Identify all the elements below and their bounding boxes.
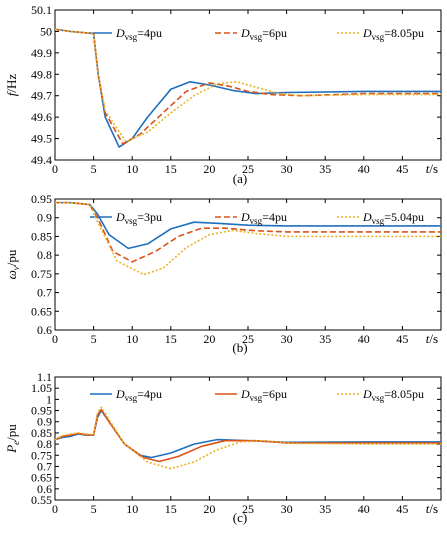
y-tick-label: 0.95 [31, 404, 52, 418]
legend-label: Dvsg=5.04pu [362, 210, 424, 226]
legend-label: Dvsg=4pu [115, 387, 162, 403]
x-tick-label: 10 [126, 502, 138, 516]
x-tick-label: 35 [319, 332, 331, 346]
y-tick-label: 1.05 [31, 381, 52, 395]
y-tick-label: 50 [40, 24, 52, 38]
series-line-1 [54, 409, 441, 459]
x-tick-label: 35 [319, 162, 331, 176]
y-axis-label: ωv/pu [4, 249, 21, 279]
legend-label: Dvsg=3pu [115, 210, 162, 226]
y-axis-label: f/Hz [4, 74, 19, 97]
y-tick-label: 1.1 [37, 370, 52, 384]
series-line-2 [54, 28, 441, 145]
series-line-3 [55, 201, 441, 276]
x-tick-label: 20 [203, 162, 215, 176]
x-tick-label: 40 [358, 502, 370, 516]
x-tick-label: 25 [242, 502, 254, 516]
x-tick-label: 15 [165, 332, 177, 346]
legend-label: Dvsg=8.05pu [362, 387, 424, 403]
legend-label: Dvsg=4pu [240, 210, 287, 226]
panel-caption: (a) [233, 171, 247, 186]
x-axis-label: t/s [426, 161, 438, 176]
y-tick-label: 0.55 [31, 493, 52, 507]
y-tick-label: 50.1 [31, 3, 52, 17]
y-tick-label: 0.65 [31, 471, 52, 485]
x-tick-label: 25 [242, 162, 254, 176]
x-tick-label: 20 [203, 332, 215, 346]
y-tick-label: 49.9 [31, 46, 52, 60]
panel-1: 0 5 10 15 20 25 30 35 40 45 49.4 49.5 49.6 49.7 49.8 49… [4, 3, 442, 176]
x-tick-label: 0 [52, 332, 58, 346]
y-tick-label: 0.7 [37, 459, 52, 473]
x-tick-label: 0 [52, 162, 58, 176]
panel-caption: (b) [232, 340, 247, 355]
y-tick-label: 1 [46, 392, 52, 406]
panel-3: 0 5 10 15 20 25 30 35 40 450.550.60.650.70.750.80… [4, 370, 442, 516]
y-tick-label: 0.95 [31, 192, 52, 206]
y-tick-label: 0.8 [37, 437, 52, 451]
y-tick-label: 49.6 [31, 110, 52, 124]
y-tick-label: 0.6 [37, 482, 52, 496]
x-tick-label: 15 [165, 502, 177, 516]
series-line-3 [54, 28, 441, 143]
x-tick-label: 5 [91, 162, 97, 176]
y-tick-label: 0.65 [31, 304, 52, 318]
y-tick-label: 0.75 [31, 267, 52, 281]
series-line-1 [54, 28, 441, 148]
legend-label: Dvsg=8.05pu [362, 26, 424, 42]
y-tick-label: 0.75 [31, 448, 52, 462]
y-tick-label: 49.4 [31, 153, 52, 167]
y-tick-label: 0.9 [37, 415, 52, 429]
x-tick-label: 25 [242, 332, 254, 346]
series-line-3 [54, 406, 441, 470]
x-tick-label: 5 [91, 502, 97, 516]
x-axis-label: t/s [426, 501, 438, 516]
y-tick-label: 0.85 [31, 229, 52, 243]
x-tick-label: 35 [319, 502, 331, 516]
y-tick-label: 0.6 [37, 323, 52, 337]
y-tick-label: 49.7 [31, 89, 52, 103]
y-tick-label: 49.8 [31, 67, 52, 81]
x-tick-label: 40 [358, 332, 370, 346]
y-tick-label: 0.9 [37, 211, 52, 225]
x-tick-label: 20 [203, 502, 215, 516]
legend-label: Dvsg=4pu [115, 26, 162, 42]
x-tick-label: 45 [396, 332, 408, 346]
legend-label: Dvsg=6pu [240, 26, 287, 42]
y-tick-label: 0.8 [37, 248, 52, 262]
x-tick-label: 10 [126, 162, 138, 176]
x-tick-label: 0 [52, 502, 58, 516]
x-tick-label: 10 [126, 332, 138, 346]
y-axis-label: Pe/pu [4, 424, 21, 454]
panel-caption: (c) [233, 510, 247, 525]
x-tick-label: 30 [281, 332, 293, 346]
x-tick-label: 15 [165, 162, 177, 176]
x-tick-label: 5 [91, 332, 97, 346]
y-tick-label: 49.5 [31, 132, 52, 146]
x-tick-label: 30 [281, 502, 293, 516]
x-tick-label: 45 [396, 502, 408, 516]
legend-label: Dvsg=6pu [240, 387, 287, 403]
y-tick-label: 0.7 [37, 286, 52, 300]
x-axis-label: t/s [426, 331, 438, 346]
x-tick-label: 40 [358, 162, 370, 176]
series-line-2 [54, 408, 441, 463]
x-tick-label: 30 [281, 162, 293, 176]
panel-2: 0 5 10 15 20 25 30 35 40 45 0.6 0.65 0.7 0.75 0.8 0.85 0… [4, 192, 442, 346]
x-tick-label: 45 [396, 162, 408, 176]
y-tick-label: 0.85 [31, 426, 52, 440]
